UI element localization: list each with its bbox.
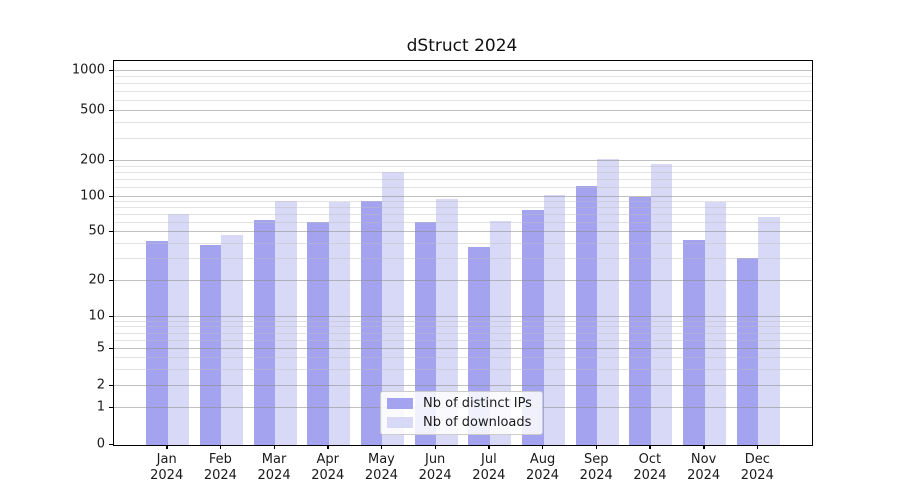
ytick-label-500: 500 [80, 102, 105, 118]
bar-downloads-jan [167, 214, 190, 445]
xtick-label-oct: Oct 2024 [633, 452, 667, 483]
ytick-label-1: 1 [96, 399, 105, 415]
bar-downloads-feb [221, 235, 243, 445]
bar-distinct-ips-may [360, 201, 383, 445]
ytick-mark-5 [109, 347, 113, 349]
xtick-label-dec: Dec 2024 [740, 452, 774, 483]
xtick-label-jul: Jul 2024 [472, 452, 506, 483]
ytick-mark-10 [109, 315, 113, 317]
bar-distinct-ips-jun [414, 222, 437, 445]
bar-distinct-ips-apr [307, 222, 329, 445]
xtick-label-jan: Jan 2024 [150, 452, 184, 483]
bar-distinct-ips-oct [629, 197, 651, 445]
bar-downloads-mar [275, 201, 297, 445]
xtick-mark-oct [649, 445, 651, 449]
xtick-mark-apr [327, 445, 329, 449]
legend: Nb of distinct IPs Nb of downloads [380, 391, 543, 435]
bars-layer [114, 61, 812, 445]
xtick-mark-feb [219, 445, 222, 449]
xtick-mark-jul [488, 445, 490, 449]
xtick-mark-mar [273, 445, 275, 449]
bar-distinct-ips-jan [146, 241, 168, 445]
bar-distinct-ips-sep [575, 185, 598, 445]
ytick-mark-20 [109, 279, 113, 281]
xtick-mark-aug [542, 445, 544, 449]
xtick-mark-jun [434, 445, 437, 449]
ytick-mark-1 [109, 406, 113, 408]
ytick-label-10: 10 [88, 308, 105, 324]
ytick-mark-200 [109, 159, 113, 161]
bar-downloads-apr [328, 201, 351, 445]
bar-downloads-nov [704, 202, 727, 445]
ytick-label-2: 2 [96, 377, 105, 393]
legend-item-downloads: Nb of downloads [381, 415, 542, 430]
bar-downloads-dec [758, 217, 780, 445]
ytick-label-1000: 1000 [71, 62, 105, 78]
bar-distinct-ips-mar [253, 219, 276, 445]
bar-distinct-ips-aug [522, 210, 544, 445]
ytick-mark-50 [109, 230, 113, 232]
bar-downloads-sep [597, 159, 619, 445]
xtick-label-aug: Aug 2024 [525, 452, 560, 483]
xtick-label-sep: Sep 2024 [579, 452, 613, 483]
bar-downloads-oct [650, 163, 673, 445]
legend-swatch-downloads [387, 416, 413, 428]
xtick-label-may: May 2024 [364, 452, 398, 483]
legend-label-distinct-ips: Nb of distinct IPs [423, 396, 532, 412]
ytick-label-20: 20 [88, 272, 105, 288]
xtick-label-nov: Nov 2024 [687, 452, 721, 483]
ytick-label-0: 0 [96, 436, 105, 452]
bar-distinct-ips-dec [736, 257, 759, 445]
xtick-mark-jan [166, 445, 168, 449]
xtick-mark-sep [595, 445, 598, 449]
ytick-mark-2 [109, 384, 113, 386]
bar-downloads-jul [489, 221, 512, 445]
legend-swatch-distinct-ips [387, 398, 413, 410]
bar-downloads-jun [436, 198, 458, 445]
ytick-mark-0 [109, 443, 113, 445]
plot-area [113, 60, 813, 446]
ytick-label-200: 200 [80, 152, 105, 168]
ytick-label-100: 100 [80, 188, 105, 204]
chart-title: dStruct 2024 [406, 36, 518, 56]
xtick-label-jun: Jun 2024 [418, 452, 452, 483]
ytick-mark-500 [109, 109, 113, 111]
bar-downloads-may [382, 171, 404, 445]
ytick-mark-100 [109, 195, 113, 197]
xtick-label-feb: Feb 2024 [203, 452, 237, 483]
bar-downloads-aug [543, 195, 566, 445]
legend-item-distinct-ips: Nb of distinct IPs [381, 396, 542, 411]
ytick-label-50: 50 [88, 223, 105, 239]
xtick-label-apr: Apr 2024 [311, 452, 345, 483]
xtick-mark-nov [703, 445, 705, 449]
xtick-mark-may [380, 445, 383, 449]
bar-distinct-ips-feb [199, 245, 222, 445]
ytick-mark-1000 [109, 69, 113, 71]
legend-label-downloads: Nb of downloads [423, 414, 532, 430]
xtick-mark-dec [756, 445, 759, 449]
ytick-label-5: 5 [96, 340, 105, 356]
xtick-label-mar: Mar 2024 [257, 452, 291, 483]
bar-distinct-ips-nov [683, 240, 705, 445]
